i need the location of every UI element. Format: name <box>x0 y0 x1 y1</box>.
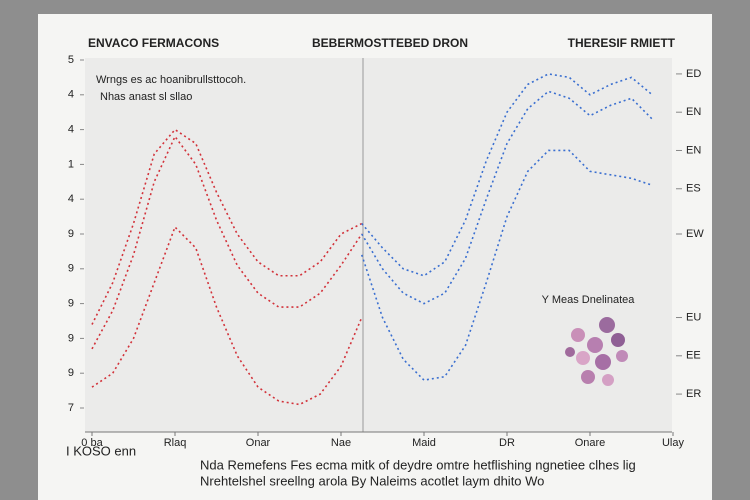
x-tick-label: Rlaq <box>164 437 187 449</box>
x-tick-label: 0 ba <box>81 437 103 449</box>
y-tick-label: 9 <box>68 298 74 310</box>
y2-tick-label: ED <box>686 68 701 80</box>
series-line <box>91 135 363 350</box>
y-tick-label: 9 <box>68 367 74 379</box>
y2-tick-label: ER <box>686 388 701 400</box>
annotation: Wrngs es ac hoanibrullsttocoh. <box>96 74 246 86</box>
y2-tick-label: ES <box>686 183 701 195</box>
y-tick-label: 4 <box>68 89 74 101</box>
footer-text: Nda Remefens Fes ecma mitk of deydre omt… <box>200 457 636 472</box>
series-line <box>361 90 653 305</box>
series-line <box>360 149 653 382</box>
y-tick-label: 1 <box>68 158 74 170</box>
y-tick-label: 4 <box>68 124 74 136</box>
chart-title: BEBERMOSTTEBED DRON <box>312 36 468 50</box>
footer-label: I KOSO enn <box>66 443 136 458</box>
x-tick-label: DR <box>499 437 515 449</box>
x-tick-label: Ulay <box>662 437 685 449</box>
y-tick-label: 9 <box>68 332 74 344</box>
y-tick-label: 9 <box>68 228 74 240</box>
annotation: Nhas anast sl sllao <box>100 91 192 103</box>
y2-tick-label: EW <box>686 228 704 240</box>
right-header: THERESIF RMIETT <box>568 36 676 50</box>
series-line <box>91 128 363 325</box>
y2-tick-label: EU <box>686 311 701 323</box>
left-header: ENVACO FERMACONS <box>88 36 219 50</box>
cluster-icon <box>565 317 628 386</box>
footer-text: Nrehtelshel sreellng arola By Naleims ac… <box>200 473 544 488</box>
series-line <box>91 225 363 406</box>
plot-area <box>85 58 672 432</box>
x-tick-label: Onare <box>575 437 606 449</box>
series-line <box>361 73 653 277</box>
y-tick-label: 4 <box>68 193 74 205</box>
y-tick-label: 9 <box>68 263 74 275</box>
x-tick-label: Maid <box>412 437 436 449</box>
y2-tick-label: EE <box>686 350 701 362</box>
y-tick-label: 5 <box>68 54 74 66</box>
y-tick-label: 7 <box>68 402 74 414</box>
side-note: Y Meas Dnelinatea <box>542 294 636 306</box>
y2-tick-label: EN <box>686 106 701 118</box>
x-tick-label: Nae <box>331 437 351 449</box>
y2-tick-label: EN <box>686 144 701 156</box>
x-tick-label: Onar <box>246 437 271 449</box>
